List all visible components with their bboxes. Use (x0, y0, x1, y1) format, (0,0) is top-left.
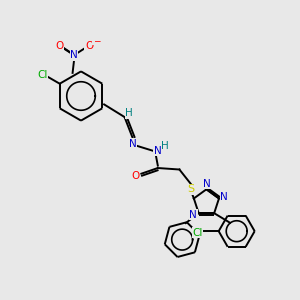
Text: N: N (129, 139, 137, 149)
Text: Cl: Cl (38, 70, 48, 80)
Text: O: O (55, 40, 63, 51)
Text: N: N (70, 50, 78, 61)
Text: N: N (202, 179, 210, 189)
Text: O: O (85, 40, 93, 51)
Text: Cl: Cl (193, 228, 203, 238)
Text: −: − (93, 36, 100, 45)
Text: O: O (131, 170, 139, 181)
Text: H: H (125, 108, 133, 118)
Text: N: N (220, 192, 228, 202)
Text: N: N (154, 146, 162, 156)
Text: N: N (189, 210, 197, 220)
Text: S: S (187, 184, 194, 194)
Text: H: H (161, 141, 169, 151)
